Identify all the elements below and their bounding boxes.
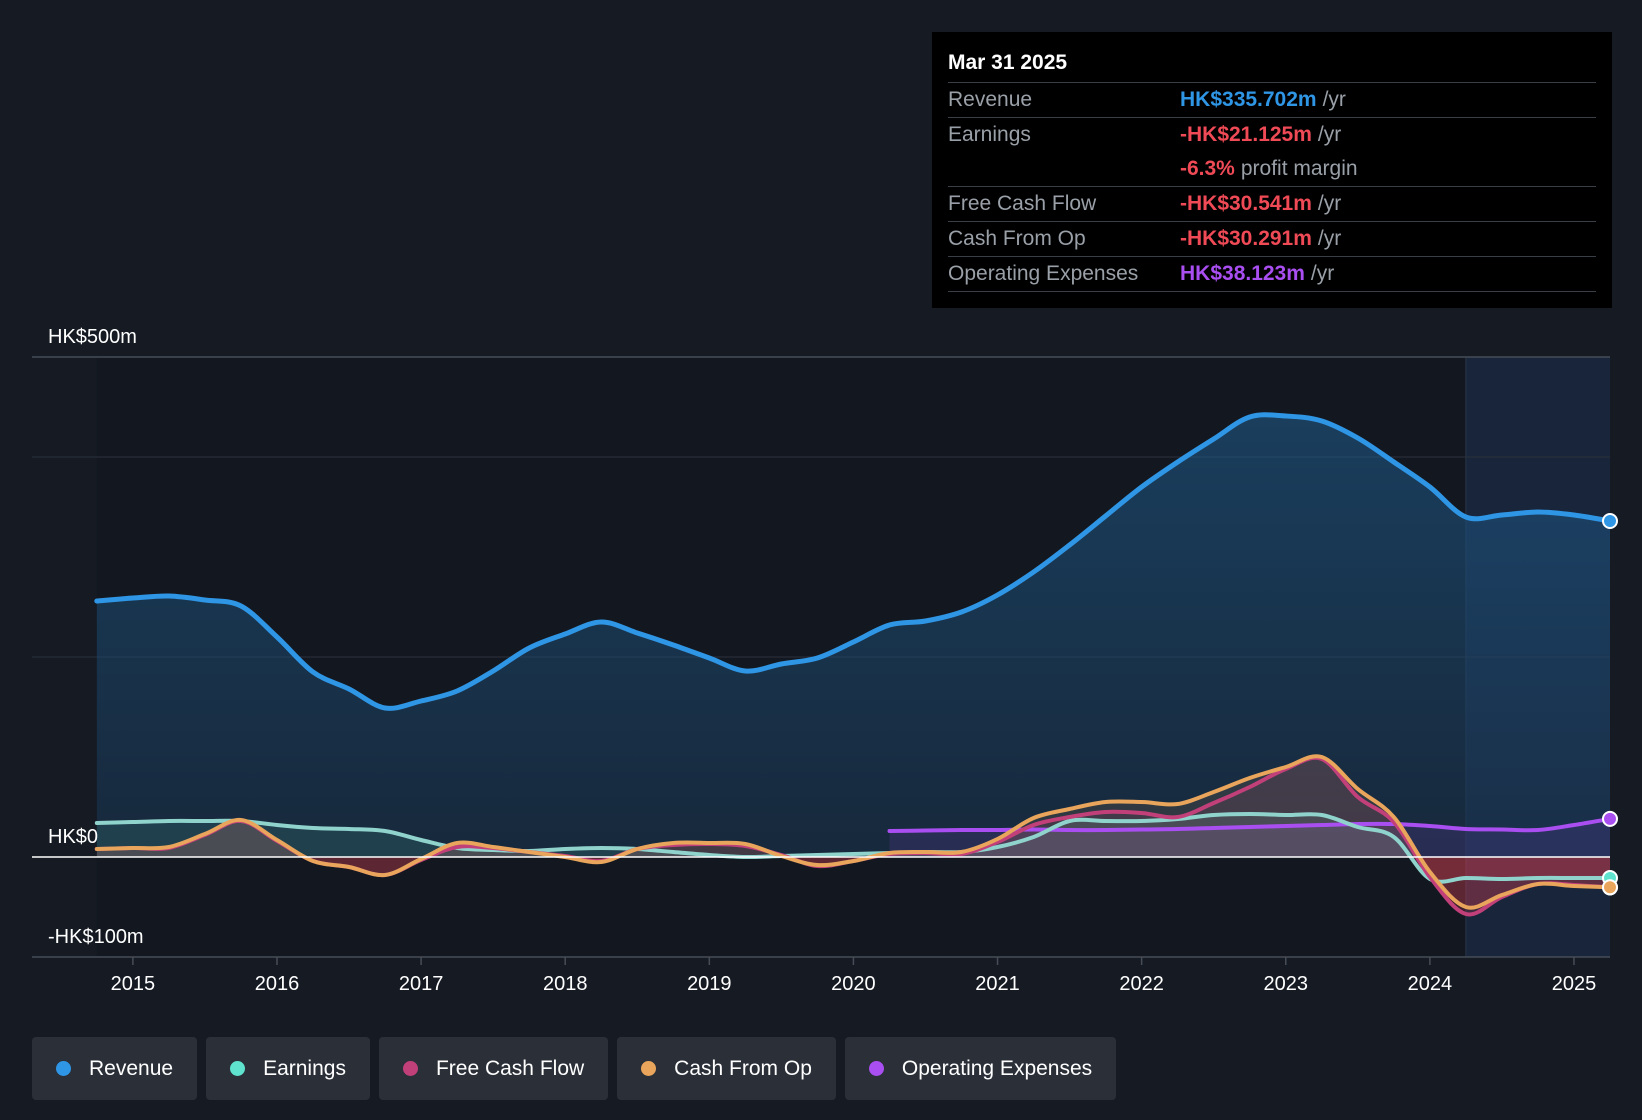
legend-dot-icon <box>402 1061 418 1076</box>
x-tick-label: 2018 <box>543 973 588 995</box>
tooltip-value: -6.3% <box>1180 157 1235 180</box>
legend: Revenue Earnings Free Cash Flow Cash Fro… <box>32 1037 1117 1100</box>
x-tick-label: 2016 <box>255 973 300 995</box>
tooltip-value: -HK$30.291m <box>1180 227 1312 250</box>
legend-dot-icon <box>641 1061 657 1076</box>
tooltip-value: -HK$30.541m <box>1180 192 1312 215</box>
legend-label: Free Cash Flow <box>435 1056 585 1080</box>
tooltip-unit: /yr <box>1317 227 1342 250</box>
tooltip: Mar 31 2025 Revenue HK$335.702m /yr Earn… <box>932 32 1612 308</box>
x-tick-label: 2015 <box>111 973 156 995</box>
operating-expenses-end-dot <box>1602 810 1618 827</box>
x-tick-label: 2022 <box>1119 973 1164 995</box>
y-tick-label: HK$0 <box>48 826 98 848</box>
y-tick-label: HK$500m <box>48 326 137 348</box>
operating-expenses-area <box>889 818 1610 857</box>
tooltip-row-earnings: Earnings -HK$21.125m /yr <box>948 117 1596 152</box>
earnings-line <box>94 812 1612 884</box>
tooltip-unit: /yr <box>1322 88 1346 111</box>
legend-item-operating-expenses[interactable]: Operating Expenses <box>844 1037 1117 1100</box>
earnings-area-negative <box>96 857 1610 882</box>
tooltip-row-revenue: Revenue HK$335.702m /yr <box>948 82 1596 117</box>
legend-label: Operating Expenses <box>901 1056 1093 1080</box>
tooltip-unit: /yr <box>1310 262 1335 285</box>
legend-dot-icon <box>56 1061 71 1076</box>
legend-item-cash-from-op[interactable]: Cash From Op <box>617 1037 836 1100</box>
legend-item-free-cash-flow[interactable]: Free Cash Flow <box>378 1037 609 1100</box>
tooltip-row-free-cash-flow: Free Cash Flow -HK$30.541m /yr <box>948 186 1596 221</box>
tooltip-label: Cash From Op <box>948 227 1086 250</box>
revenue-end-dot <box>1602 513 1618 529</box>
tooltip-unit: /yr <box>1317 192 1342 215</box>
cash-from-op-line <box>94 754 1612 910</box>
x-tick-label: 2024 <box>1408 973 1453 995</box>
earnings-area-positive <box>96 814 1610 857</box>
x-tick-label: 2025 <box>1552 973 1597 995</box>
legend-label: Revenue <box>89 1056 174 1080</box>
cash-from-op-end-dot <box>1602 879 1618 896</box>
tooltip-label: Revenue <box>948 88 1033 111</box>
tooltip-divider <box>948 291 1596 292</box>
legend-label: Cash From Op <box>674 1056 812 1080</box>
y-tick-label: -HK$100m <box>48 926 144 948</box>
x-tick-label: 2020 <box>831 973 876 995</box>
tooltip-value: -HK$21.125m <box>1180 123 1312 146</box>
free-cash-flow-area-positive <box>96 757 1610 857</box>
cash-from-op-area-positive <box>96 756 1610 857</box>
tooltip-row-operating-expenses: Operating Expenses HK$38.123m /yr <box>948 256 1596 291</box>
legend-dot-icon <box>230 1061 246 1076</box>
tooltip-label: Free Cash Flow <box>948 192 1097 215</box>
legend-label: Earnings <box>263 1056 346 1080</box>
tooltip-unit: profit margin <box>1240 157 1358 180</box>
legend-item-earnings[interactable]: Earnings <box>206 1037 370 1100</box>
tooltip-date: Mar 31 2025 <box>948 51 1068 74</box>
legend-dot-icon <box>868 1061 884 1076</box>
revenue-line <box>94 412 1613 711</box>
x-tick-label: 2021 <box>975 973 1020 995</box>
tooltip-row-cash-from-op: Cash From Op -HK$30.291m /yr <box>948 221 1596 256</box>
x-tick-label: 2019 <box>687 973 732 995</box>
revenue-area <box>96 414 1610 857</box>
tooltip-row-profit-margin: -6.3% profit margin <box>948 152 1596 186</box>
x-tick-label: 2023 <box>1264 973 1309 995</box>
legend-item-revenue[interactable]: Revenue <box>32 1037 198 1100</box>
tooltip-label: Earnings <box>948 123 1031 146</box>
operating-expenses-line <box>887 816 1612 833</box>
tooltip-unit: /yr <box>1317 123 1342 146</box>
tooltip-value: HK$335.702m <box>1180 88 1317 111</box>
tooltip-value: HK$38.123m <box>1180 262 1305 285</box>
x-tick-label: 2017 <box>399 973 444 995</box>
tooltip-label: Operating Expenses <box>948 262 1139 285</box>
